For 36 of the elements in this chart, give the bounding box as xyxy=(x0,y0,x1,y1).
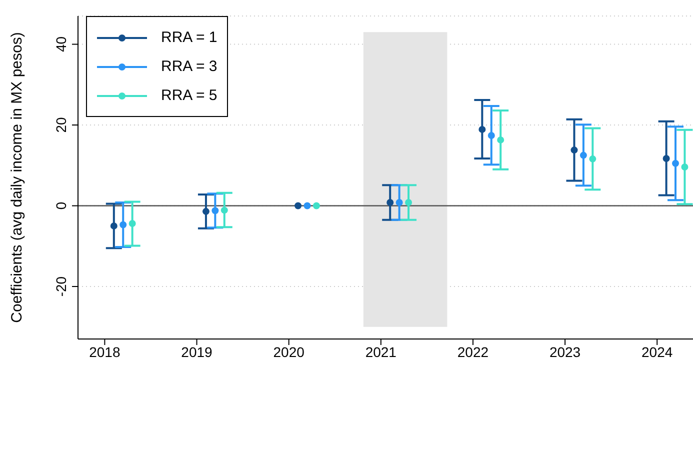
legend-label: RRA = 1 xyxy=(161,29,218,46)
x-tick-label: 2021 xyxy=(365,344,397,360)
point xyxy=(672,160,680,167)
point xyxy=(312,202,320,210)
x-tick-label: 2018 xyxy=(89,344,120,360)
y-axis-title: Coefficients (avg daily income in MX pesos) xyxy=(8,32,26,323)
point xyxy=(478,126,486,133)
y-tick-label: 0 xyxy=(53,202,69,210)
legend-label: RRA = 3 xyxy=(161,58,218,75)
x-tick-label: 2022 xyxy=(457,344,489,360)
y-tick-label: 20 xyxy=(53,117,69,133)
point xyxy=(110,222,118,230)
point xyxy=(589,155,596,162)
x-tick-label: 2023 xyxy=(549,344,581,360)
point xyxy=(570,146,578,154)
point xyxy=(120,221,127,228)
point xyxy=(202,208,210,215)
point xyxy=(294,202,302,210)
point xyxy=(128,220,136,228)
y-tick-label: -20 xyxy=(53,276,69,297)
legend-label: RRA = 5 xyxy=(161,87,218,104)
point xyxy=(681,164,688,171)
x-tick-label: 2019 xyxy=(181,344,213,360)
point xyxy=(488,132,495,140)
x-tick-label: 2020 xyxy=(273,344,305,360)
point xyxy=(662,155,670,162)
point xyxy=(304,202,311,210)
point xyxy=(212,207,219,214)
point xyxy=(497,136,504,144)
y-tick-label: 40 xyxy=(53,36,69,52)
x-tick-label: 2024 xyxy=(642,344,673,360)
point xyxy=(386,199,394,206)
point xyxy=(220,206,228,214)
point xyxy=(580,152,587,159)
point xyxy=(396,199,403,206)
point xyxy=(405,199,412,206)
